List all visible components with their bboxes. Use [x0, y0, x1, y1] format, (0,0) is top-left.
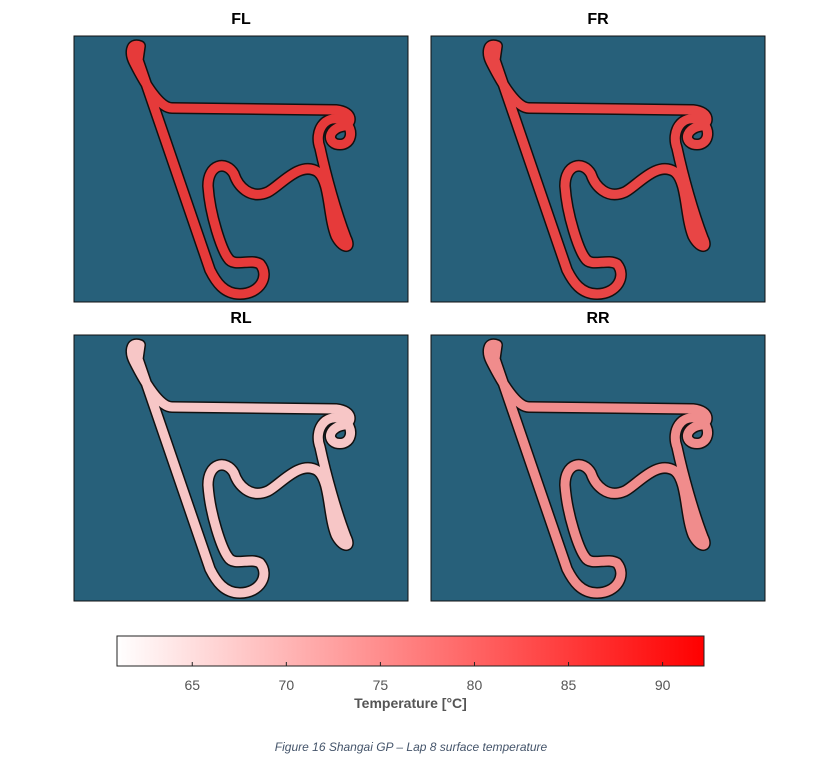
- tick-label: 90: [655, 677, 671, 693]
- panels: FL FR RL RR: [73, 11, 766, 602]
- colorbar-bar: [116, 635, 705, 667]
- colorbar: 65 70 75 80 85 90 Temperature [°C]: [116, 635, 705, 711]
- tick-label: 85: [561, 677, 577, 693]
- tick-label: 80: [467, 677, 483, 693]
- tick-label: 75: [373, 677, 389, 693]
- panel-title: RR: [586, 310, 610, 327]
- caption: Figure 16 Shangai GP – Lap 8 surface tem…: [275, 740, 548, 754]
- tick-label: 70: [279, 677, 295, 693]
- panel-title: FR: [587, 11, 609, 28]
- panel-title: RL: [230, 310, 252, 327]
- panel-background: [73, 334, 409, 602]
- panel-title: FL: [231, 11, 251, 28]
- colorbar-label: Temperature [°C]: [354, 695, 467, 711]
- tick-label: 65: [184, 677, 200, 693]
